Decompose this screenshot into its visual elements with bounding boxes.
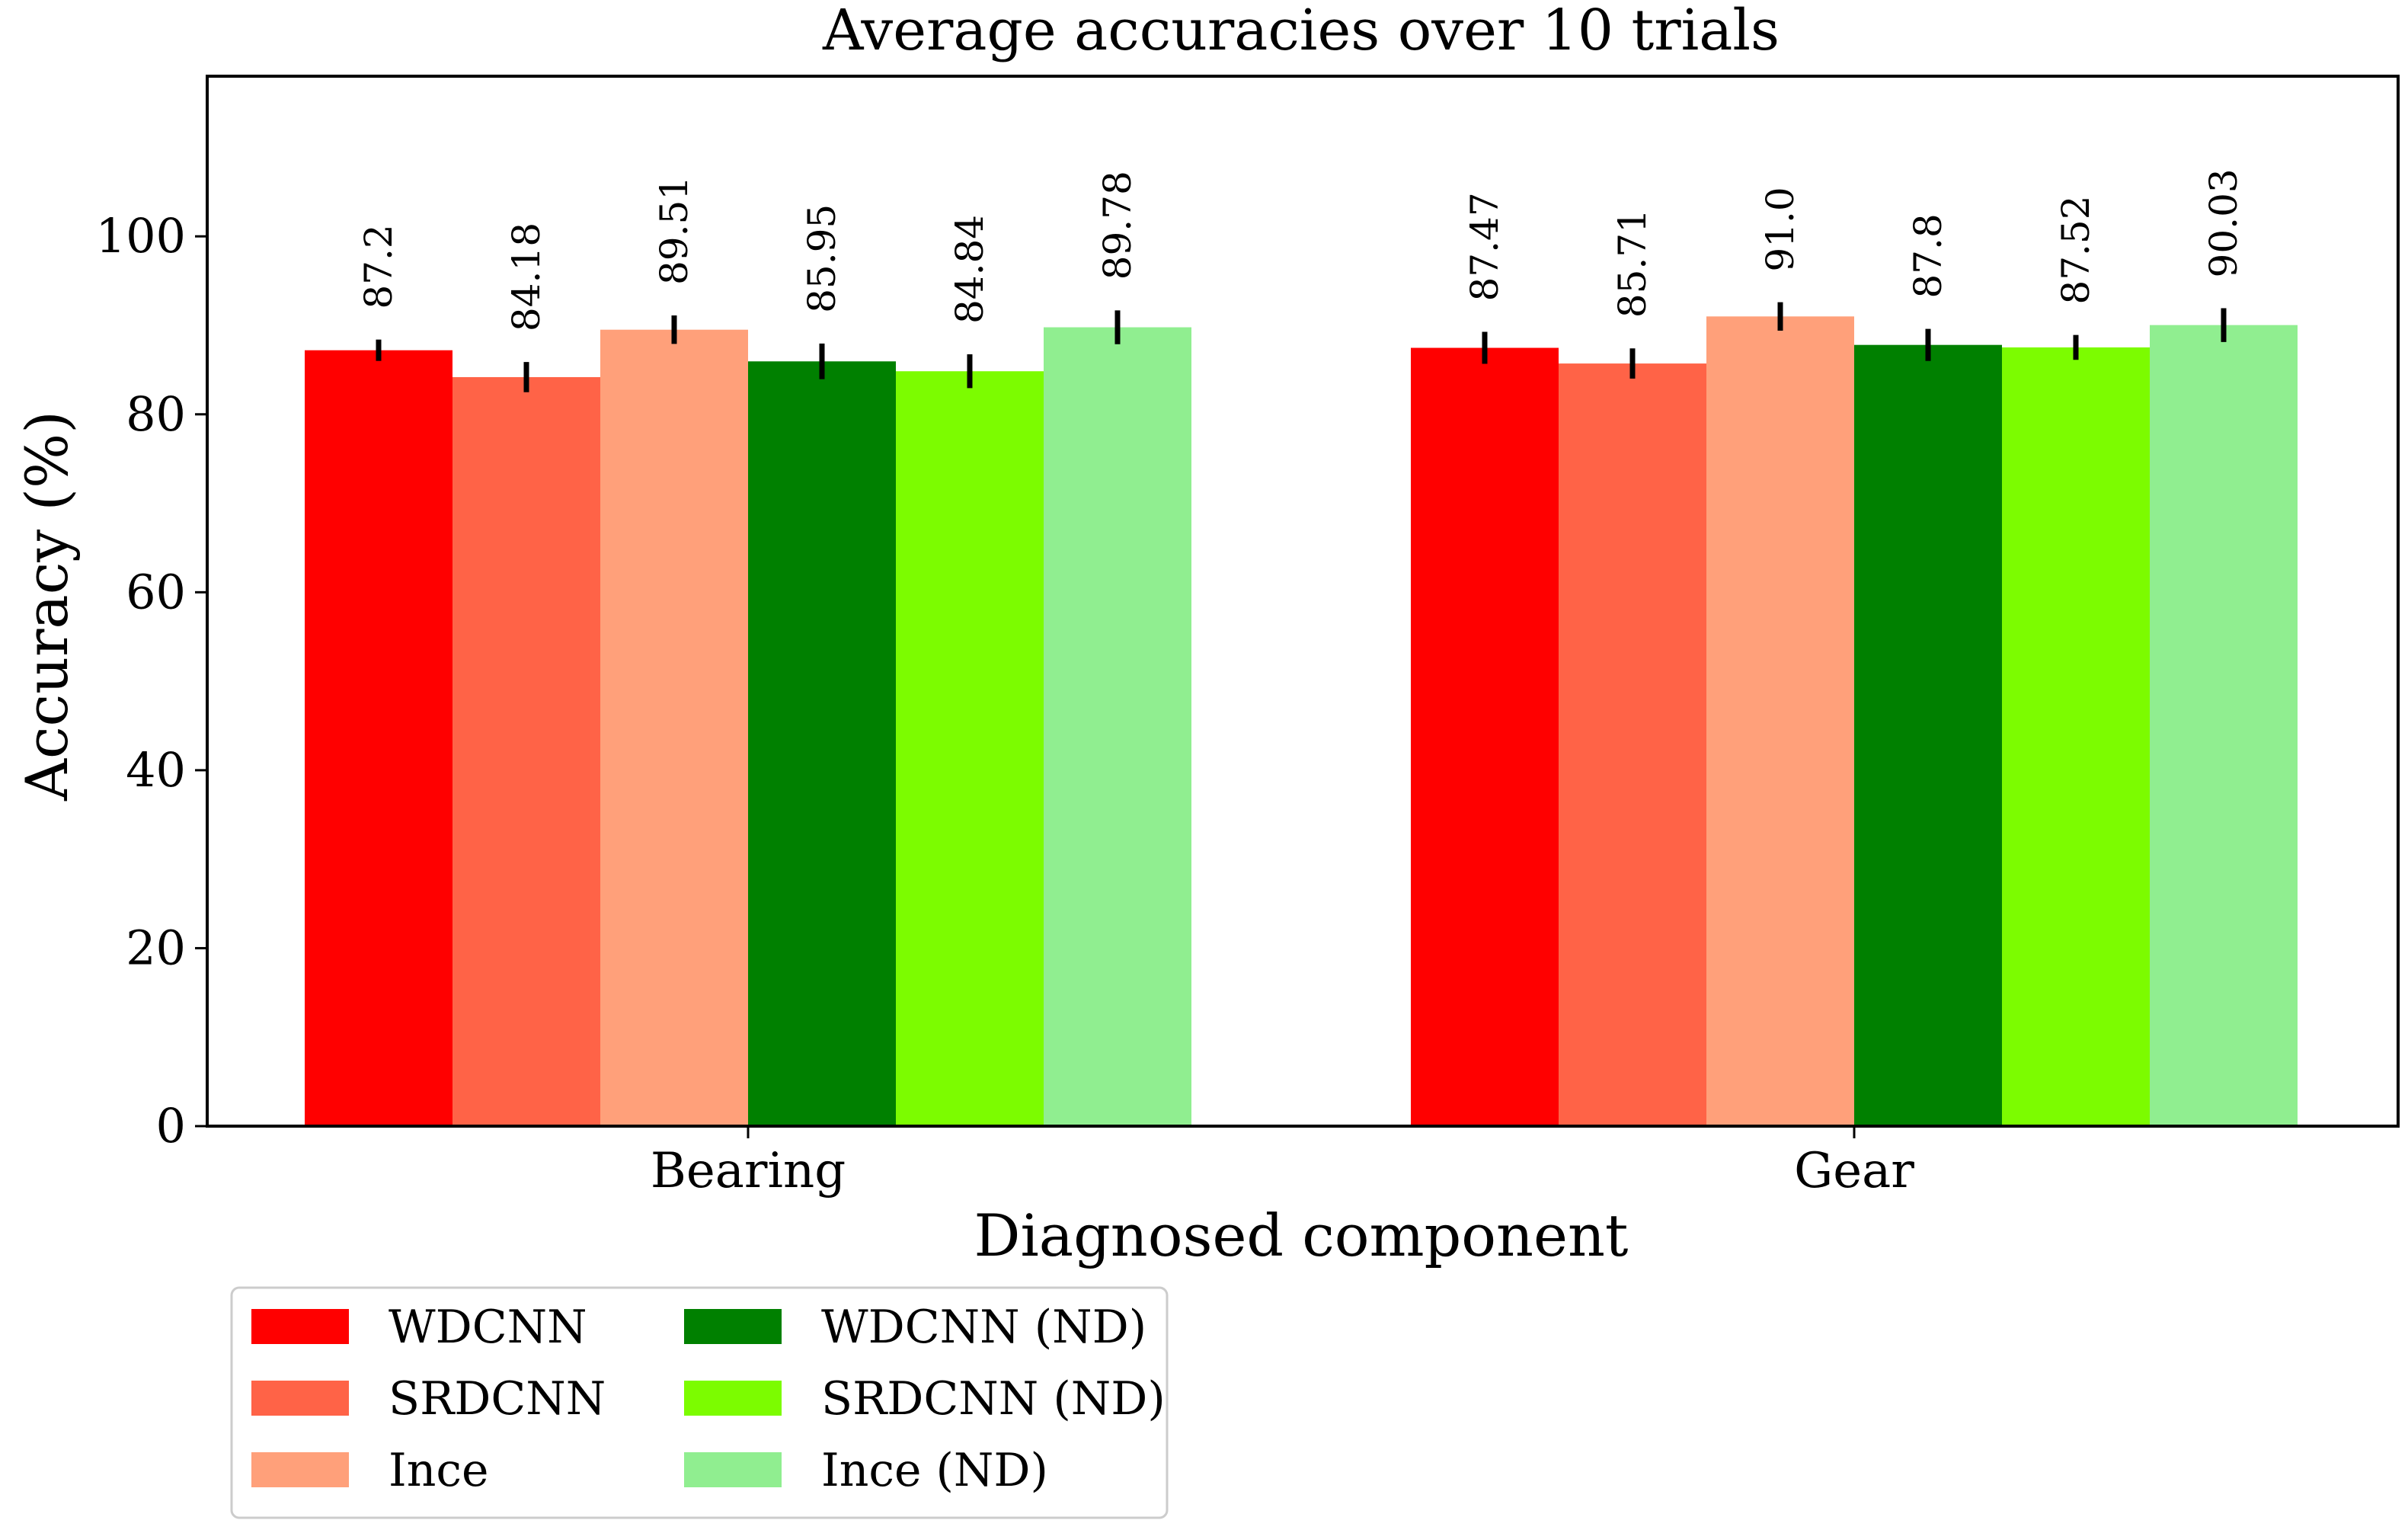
bar xyxy=(748,361,896,1126)
x-axis: Bearing Gear xyxy=(651,1126,1914,1199)
legend-swatch xyxy=(684,1309,782,1344)
bar xyxy=(1411,347,1559,1126)
legend-swatch xyxy=(251,1381,349,1416)
legend-label: Ince xyxy=(389,1444,488,1497)
x-tick-label: Bearing xyxy=(651,1143,846,1199)
legend-swatch xyxy=(684,1381,782,1416)
bar xyxy=(1706,316,1854,1127)
data-label: 85.71 xyxy=(1610,209,1655,318)
data-label: 89.51 xyxy=(652,176,696,285)
bar xyxy=(452,376,600,1126)
data-label: 85.95 xyxy=(800,204,844,313)
y-axis: 0 20 40 60 80 100 xyxy=(96,208,207,1154)
data-label: 90.03 xyxy=(2202,168,2246,277)
legend-swatch xyxy=(684,1452,782,1487)
bar xyxy=(1559,363,1706,1126)
legend-swatch xyxy=(251,1309,349,1344)
legend: WDCNN SRDCNN Ince WDCNN (ND) SRDCNN (ND) Ince… xyxy=(230,1286,1169,1519)
bar xyxy=(896,371,1044,1127)
chart-title: Average accuracies over 10 trials xyxy=(822,0,1780,63)
data-label: 84.84 xyxy=(948,215,992,324)
error-bars-group xyxy=(376,302,2227,392)
bars-group xyxy=(305,316,2298,1127)
y-tick-label: 0 xyxy=(156,1098,186,1154)
bar xyxy=(600,329,748,1126)
y-tick-label: 100 xyxy=(96,208,186,264)
bar xyxy=(305,350,452,1126)
y-tick-label: 80 xyxy=(126,386,186,442)
legend-label: WDCNN xyxy=(389,1301,587,1354)
legend-label: SRDCNN xyxy=(389,1372,606,1426)
plot-frame xyxy=(206,75,2400,1128)
data-label: 89.78 xyxy=(1095,171,1140,280)
data-label: 87.47 xyxy=(1463,192,1507,301)
y-axis-label: Accuracy (%) xyxy=(13,411,81,802)
data-label: 91.0 xyxy=(1758,187,1802,271)
data-label: 87.52 xyxy=(2054,195,2098,304)
legend-swatch xyxy=(251,1452,349,1487)
bar xyxy=(1854,344,2002,1127)
legend-label: SRDCNN (ND) xyxy=(821,1372,1166,1426)
data-labels-group: 87.2 84.18 89.51 85.95 84.84 89.78 87.47 85.71 9… xyxy=(357,168,2246,331)
data-label: 84.18 xyxy=(504,222,548,331)
data-label: 87.8 xyxy=(1906,213,1950,298)
legend-label: WDCNN (ND) xyxy=(821,1301,1146,1354)
legend-label: Ince (ND) xyxy=(821,1444,1048,1497)
data-label: 87.2 xyxy=(357,224,401,309)
x-tick-label: Gear xyxy=(1794,1143,1914,1199)
bar xyxy=(2002,347,2150,1126)
bar xyxy=(1044,327,1191,1126)
y-tick-label: 20 xyxy=(126,920,186,975)
bar xyxy=(2150,325,2298,1127)
y-tick-label: 60 xyxy=(126,564,186,619)
x-axis-label: Diagnosed component xyxy=(974,1202,1629,1269)
y-tick-label: 40 xyxy=(126,742,186,798)
